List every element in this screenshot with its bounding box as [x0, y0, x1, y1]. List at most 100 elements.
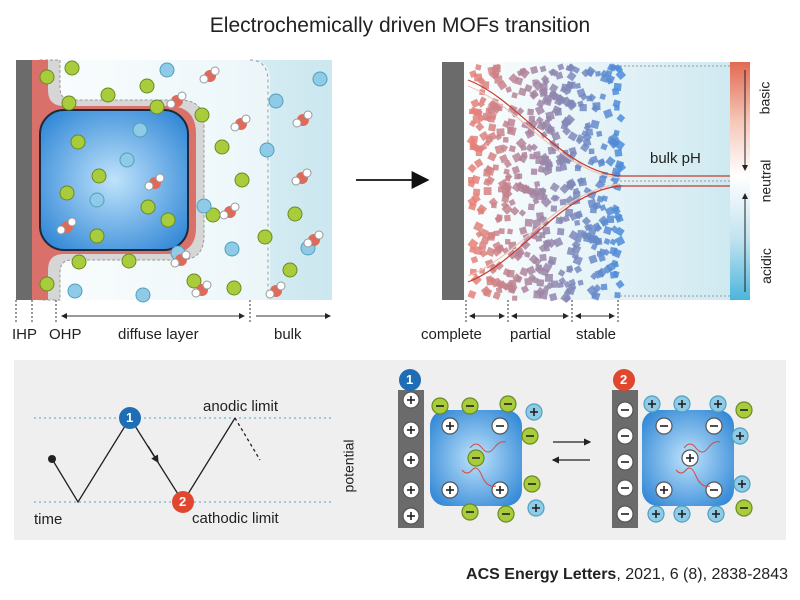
minus-ion-icon: [736, 402, 752, 418]
mof-particle: [607, 216, 614, 223]
panel-c-cycling: [14, 360, 786, 540]
minus-ion-icon: [468, 450, 484, 466]
mof-particle: [614, 149, 622, 157]
bulk-ph-label: bulk pH: [650, 150, 701, 167]
minus-ion-icon: [656, 418, 672, 434]
minus-ion-icon: [492, 418, 508, 434]
mof-particle: [491, 203, 497, 209]
mof-particle: [580, 104, 587, 111]
basic-label: basic: [756, 82, 772, 115]
mof-particle: [536, 212, 544, 220]
mof-particle: [503, 137, 509, 143]
start-point: [48, 455, 56, 463]
anodic-limit-label: anodic limit: [203, 398, 278, 415]
mof-particle: [578, 177, 587, 186]
minus-ion-icon: [498, 506, 514, 522]
plus-ion-icon: [674, 506, 690, 522]
mof-particle: [535, 264, 542, 271]
mof-particle: [545, 164, 552, 171]
mof-particle: [496, 128, 504, 136]
plus-ion-icon: [526, 404, 542, 420]
marker-1-wave-label: 1: [126, 410, 133, 425]
diffuse-layer-label: diffuse layer: [118, 326, 199, 343]
complete-label: complete: [421, 326, 482, 343]
mof-particle: [528, 204, 535, 211]
electrode-b: [442, 62, 464, 300]
neutral-label: neutral: [757, 160, 773, 203]
mof-particle: [551, 205, 557, 211]
plus-ion-icon: [442, 482, 458, 498]
mof-particle: [610, 271, 618, 279]
mof-particle: [522, 152, 528, 158]
plus-ion-icon: [403, 392, 419, 408]
mof-particle: [474, 74, 482, 82]
region-dimension-lines: [16, 300, 330, 322]
mof-particle: [504, 215, 511, 222]
panel-a-double-layer: [16, 60, 332, 322]
ph-scale-bar: [730, 62, 750, 300]
mof-particle: [505, 239, 510, 244]
mof-particle: [505, 176, 511, 182]
mof-particle: [525, 219, 533, 227]
bulk-label: bulk: [274, 326, 302, 343]
mof-particle: [484, 187, 492, 195]
mof-particle: [479, 242, 487, 250]
mof-particle: [543, 156, 550, 163]
mof-particle: [488, 123, 496, 131]
minus-ion-icon: [617, 402, 633, 418]
mof-particle: [473, 116, 481, 124]
mof-particle: [531, 169, 537, 175]
mof-particle: [507, 270, 515, 278]
mof-particle: [560, 164, 568, 172]
mof-particle: [539, 232, 545, 238]
minus-ion-icon: [522, 428, 538, 444]
mof-particle: [589, 149, 595, 155]
mof-particle: [577, 230, 584, 237]
electrode-a: [16, 60, 32, 300]
minus-ion-icon: [617, 506, 633, 522]
mof-particle: [469, 246, 475, 252]
mof-particle: [551, 280, 558, 287]
mof-particle: [499, 228, 505, 234]
minus-ion-icon: [706, 482, 722, 498]
minus-ion-icon: [500, 396, 516, 412]
mof-particle: [575, 83, 581, 89]
plus-ion-icon: [710, 396, 726, 412]
mof-particle: [612, 88, 619, 95]
mof-particle: [607, 137, 614, 144]
cathodic-limit-label: cathodic limit: [192, 510, 279, 527]
zone-dimension-lines: [466, 300, 618, 322]
citation: ACS Energy Letters, 2021, 6 (8), 2838-28…: [466, 566, 788, 584]
plus-ion-icon: [403, 422, 419, 438]
mof-particle: [596, 131, 602, 137]
mof-particle: [512, 296, 517, 301]
mof-particle: [610, 247, 618, 255]
minus-ion-icon: [706, 418, 722, 434]
plus-ion-icon: [644, 396, 660, 412]
plus-ion-icon: [656, 482, 672, 498]
minus-ion-icon: [432, 398, 448, 414]
plus-ion-icon: [403, 482, 419, 498]
mof-particle: [539, 254, 546, 261]
mof-particle: [494, 230, 500, 236]
plus-ion-icon: [708, 506, 724, 522]
mof-particle: [599, 176, 607, 184]
marker-2-state-label: 2: [620, 372, 627, 387]
mof-particle: [532, 79, 538, 85]
mof-particle: [534, 181, 540, 187]
plus-ion-icon: [732, 428, 748, 444]
mof-particle: [516, 183, 522, 189]
mof-particle: [517, 173, 522, 178]
citation-journal: ACS Energy Letters: [466, 566, 616, 583]
minus-ion-icon: [462, 504, 478, 520]
partial-label: partial: [510, 326, 551, 343]
potential-label: potential: [340, 440, 356, 493]
ihp-label: IHP: [12, 326, 37, 343]
mof-particle: [473, 188, 480, 195]
mof-particle: [595, 71, 601, 77]
minus-ion-icon: [617, 428, 633, 444]
panel-b-ph-gradient: [442, 62, 750, 322]
minus-ion-icon: [524, 476, 540, 492]
marker-1-state-label: 1: [406, 372, 413, 387]
